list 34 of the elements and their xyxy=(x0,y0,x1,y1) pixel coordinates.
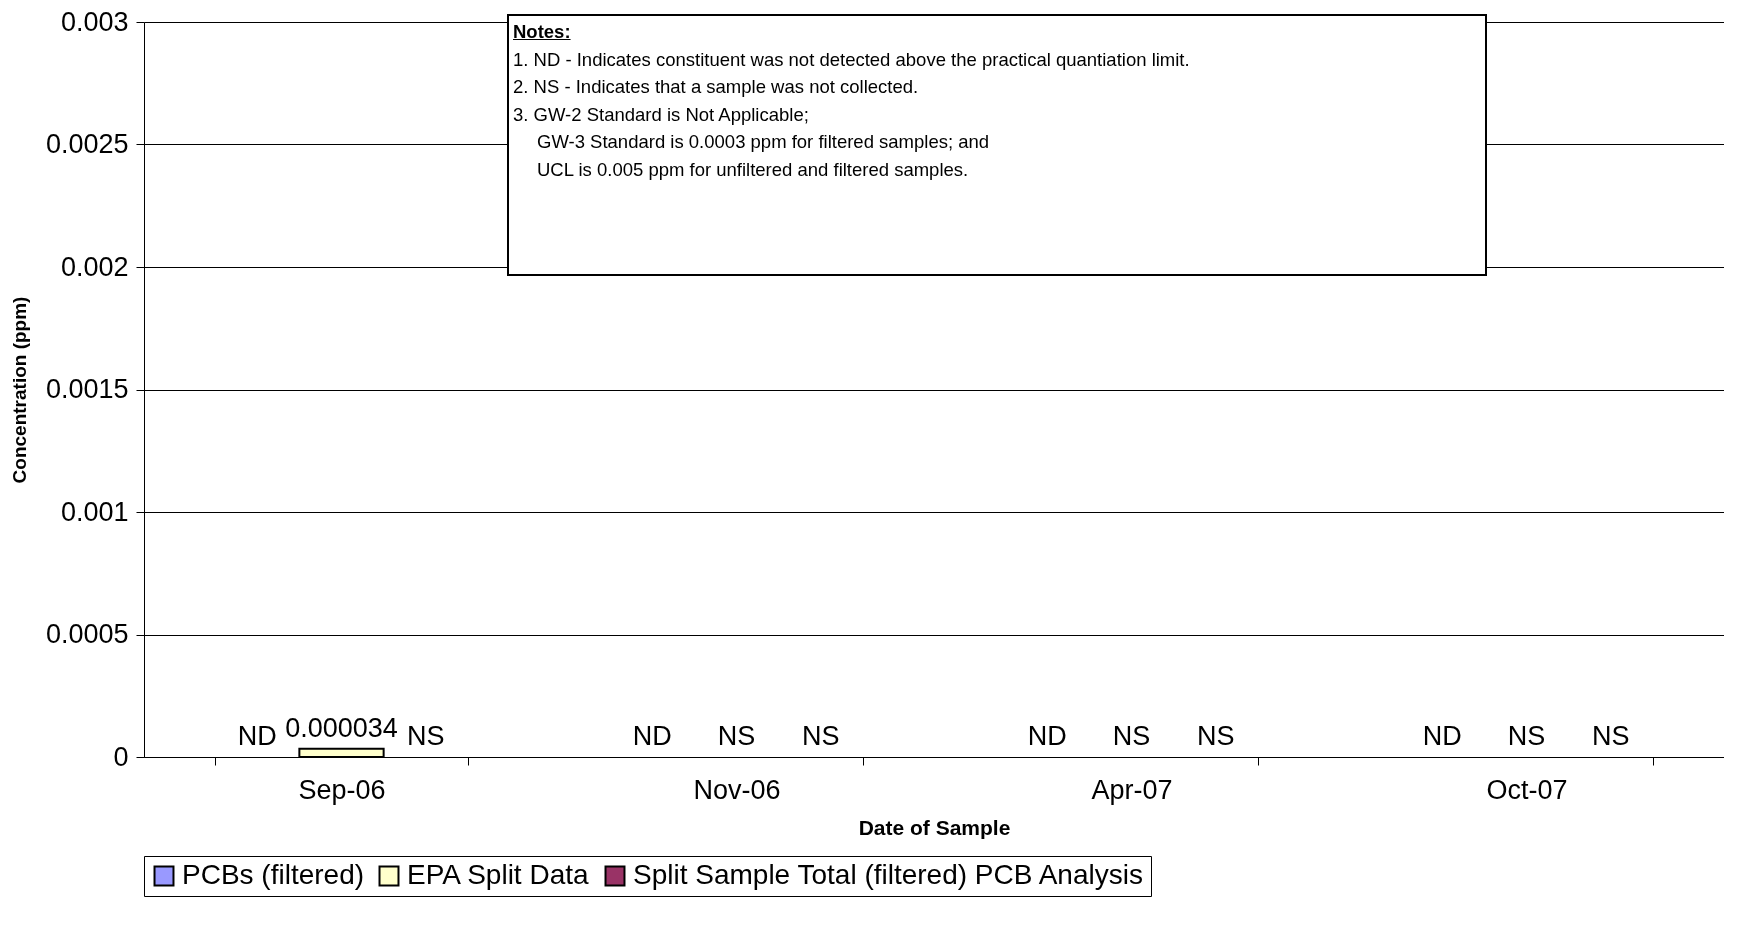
annotation: GW-3 Standard is 0.0003 ppm for filtered samples; and xyxy=(536,130,991,154)
text: NS xyxy=(1112,721,1151,751)
y-tick-label: 0 xyxy=(113,741,129,772)
x-tick-label: Oct-07 xyxy=(1486,774,1568,805)
text: ND xyxy=(1027,721,1067,751)
legend-label: PCBs (filtered) xyxy=(182,859,365,890)
legend-label: EPA Split Data xyxy=(407,859,589,890)
annotation: 1. ND - Indicates constituent was not detected above the practical quantiation limit. xyxy=(513,47,1191,72)
text: NS xyxy=(1197,721,1235,751)
y-axis-title: Concentration (ppm) xyxy=(8,296,30,484)
annotation: 2. NS - Indicates that a sample was not collected. xyxy=(513,75,920,99)
x-tick-label: Apr-07 xyxy=(1091,774,1173,805)
y-tick-label: 0.001 xyxy=(60,496,129,527)
text: NS xyxy=(1592,721,1630,751)
text: ND xyxy=(632,721,672,751)
text: NS xyxy=(802,721,840,751)
y-tick-label: 0.0005 xyxy=(45,619,129,649)
annotation: 3. GW-2 Standard is Not Applicable; xyxy=(513,102,810,127)
text: NS xyxy=(1507,721,1546,751)
text: ND xyxy=(237,721,277,751)
y-tick-label: 0.003 xyxy=(60,6,129,37)
annotation: Notes: xyxy=(513,20,572,44)
legend-label: Split Sample Total (filtered) PCB Analysis xyxy=(633,859,1143,890)
text: NS xyxy=(717,721,756,751)
x-tick-label: Nov-06 xyxy=(693,774,781,805)
text: ND xyxy=(1422,721,1462,751)
data-label: 0.000034 xyxy=(285,712,398,743)
x-tick-label: Sep-06 xyxy=(298,774,386,805)
y-tick-label: 0.0025 xyxy=(45,129,129,159)
text: NS xyxy=(407,721,445,751)
y-tick-label: 0.0015 xyxy=(45,374,129,404)
y-tick-label: 0.002 xyxy=(60,251,129,282)
x-axis-title: Date of Sample xyxy=(858,815,1011,839)
annotation: UCL is 0.005 ppm for unfiltered and filtered samples. xyxy=(536,157,970,182)
